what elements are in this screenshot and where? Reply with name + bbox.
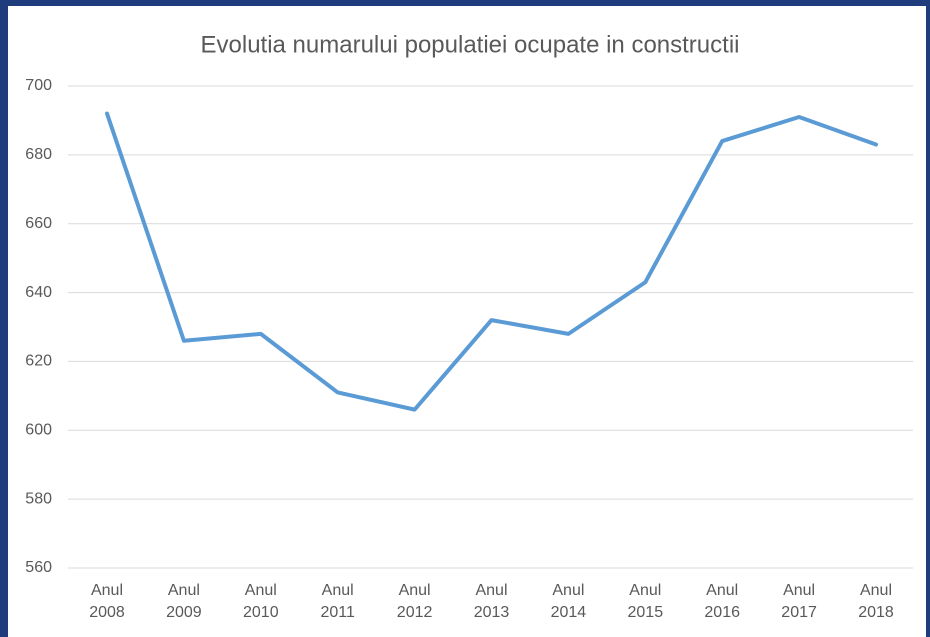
x-tick-label: Anul 2015 [627,582,664,621]
data-line [105,111,878,412]
x-tick-label: Anul 2017 [781,582,817,621]
y-tick-label: 560 [25,559,52,576]
x-tick-label: Anul 2008 [89,582,125,621]
x-tick-label: Anul 2010 [243,582,279,621]
x-tick-label: Anul 2011 [320,582,355,621]
y-tick-label: 600 [25,422,52,439]
x-tick-label: Anul 2018 [858,582,894,621]
y-tick-label: 640 [25,284,52,301]
y-tick-label: 580 [25,490,52,507]
x-tick-label: Anul 2012 [396,582,433,621]
x-tick-label: Anul 2016 [704,582,740,621]
chart: Evolutia numarului populatiei ocupate in… [25,31,913,576]
x-tick-label: Anul 2013 [473,582,510,621]
y-tick-label: 660 [25,215,52,232]
chart-title: Evolutia numarului populatiei ocupate in… [201,31,740,58]
y-tick-label: 680 [25,146,52,163]
x-tick-label: Anul 2009 [166,582,202,621]
chart-panel: Evolutia numarului populatiei ocupate in… [8,6,926,637]
y-tick-label: 700 [25,77,52,94]
x-tick-label: Anul 2014 [550,582,587,621]
y-tick-label: 620 [25,353,52,370]
